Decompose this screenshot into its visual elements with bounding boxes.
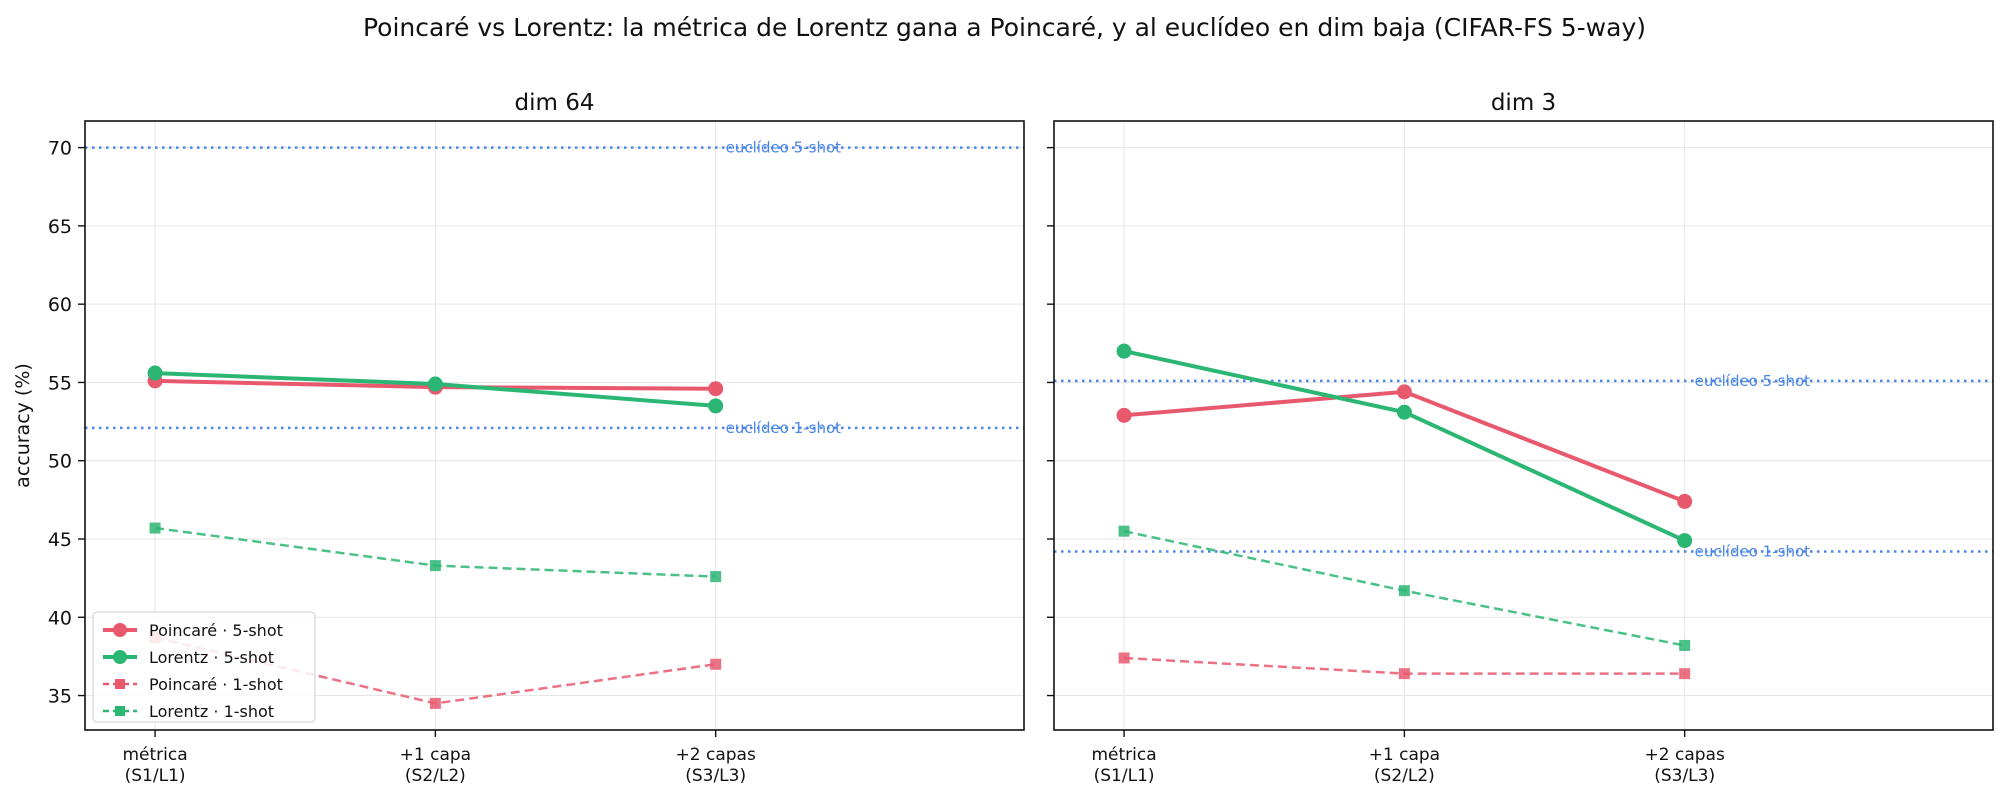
x-tick-label-line: (S1/L1) [125,766,186,786]
legend-swatch-marker [113,623,127,637]
data-point-poincare-1-shot [1679,668,1691,680]
data-point-lorentz-5-shot [147,365,163,381]
data-point-poincare-1-shot [1118,652,1130,664]
reference-label-euclideo-5-shot: euclídeo 5-shot [726,139,841,157]
data-point-lorentz-1-shot [429,560,441,572]
data-point-lorentz-1-shot [1398,585,1410,597]
legend-entry-poincare-1-shot: Poincaré · 1-shot [149,675,283,694]
data-point-poincare-1-shot [710,658,722,670]
x-tick-label-line: (S1/L1) [1094,766,1155,786]
x-tick-label-line: métrica [1091,745,1156,765]
data-point-lorentz-5-shot [1116,343,1132,359]
legend-entry-lorentz-1-shot: Lorentz · 1-shot [149,702,274,721]
plot-frame [84,120,1025,731]
legend-entry-poincare-5-shot: Poincaré · 5-shot [149,621,283,640]
x-tick-label-line: (S2/L2) [1374,766,1435,786]
legend-swatch-marker [113,650,127,664]
x-tick-label-line: métrica [122,745,187,765]
data-point-lorentz-5-shot [708,398,724,414]
data-point-poincare-5-shot [708,381,724,397]
y-tick-label: 60 [48,294,72,316]
plot-frame [1053,120,1994,731]
chart-panel-dim-64: euclídeo 5-shot euclídeo 1-shot 35 40 45 50 55… [12,90,1025,786]
data-point-lorentz-5-shot [1396,404,1412,420]
legend-box [92,611,316,723]
legend-swatch-marker [115,679,125,689]
data-point-poincare-1-shot [1398,668,1410,680]
data-point-lorentz-1-shot [1679,639,1691,651]
reference-label-euclideo-5-shot: euclídeo 5-shot [1695,372,1810,390]
legend: Poincaré · 5-shot Lorentz · 5-shot Poincar… [92,611,316,723]
y-tick-label: 70 [48,138,72,160]
y-tick-label: 45 [48,529,72,551]
y-tick-label: 50 [48,451,72,473]
x-tick-label: +2 capas (S3/L3) [1645,745,1725,786]
y-tick-label: 40 [48,607,72,629]
y-tick-label: 35 [48,686,72,708]
x-tick-label-line: (S2/L2) [405,766,466,786]
y-axis-label: accuracy (%) [12,363,34,488]
chart-panel-dim-3: euclídeo 5-shot euclídeo 1-shot métrica (S1… [1047,90,1994,786]
legend-swatch-marker [115,706,125,716]
data-point-lorentz-1-shot [1118,525,1130,537]
x-tick-label: +1 capa (S2/L2) [400,745,471,786]
legend-entry-lorentz-5-shot: Lorentz · 5-shot [149,648,274,667]
x-tick-label-line: (S3/L3) [1654,766,1715,786]
y-tick-label: 65 [48,216,72,238]
reference-label-euclideo-1-shot: euclídeo 1-shot [726,419,841,437]
x-tick-label-line: (S3/L3) [685,766,746,786]
x-tick-label: +2 capas (S3/L3) [676,745,756,786]
data-point-poincare-1-shot [429,697,441,709]
data-point-lorentz-5-shot [427,376,443,392]
x-tick-label: +1 capa (S2/L2) [1369,745,1440,786]
x-tick-label-line: +1 capa [1369,745,1440,765]
x-tick-label: métrica (S1/L1) [122,745,187,786]
figure-suptitle: Poincaré vs Lorentz: la métrica de Loren… [363,13,1646,42]
x-tick-label-line: +2 capas [1645,745,1725,765]
data-point-lorentz-5-shot [1677,533,1693,549]
data-point-poincare-5-shot [1677,493,1693,509]
panel-title: dim 64 [515,90,595,116]
x-tick-label: métrica (S1/L1) [1091,745,1156,786]
panel-title: dim 3 [1491,90,1556,116]
reference-label-euclideo-1-shot: euclídeo 1-shot [1695,543,1810,561]
data-point-lorentz-1-shot [149,522,161,534]
data-point-poincare-5-shot [1396,384,1412,400]
x-tick-label-line: +1 capa [400,745,471,765]
x-tick-label-line: +2 capas [676,745,756,765]
y-tick-label: 55 [48,372,72,394]
data-point-poincare-5-shot [1116,407,1132,423]
data-point-lorentz-1-shot [710,571,722,583]
